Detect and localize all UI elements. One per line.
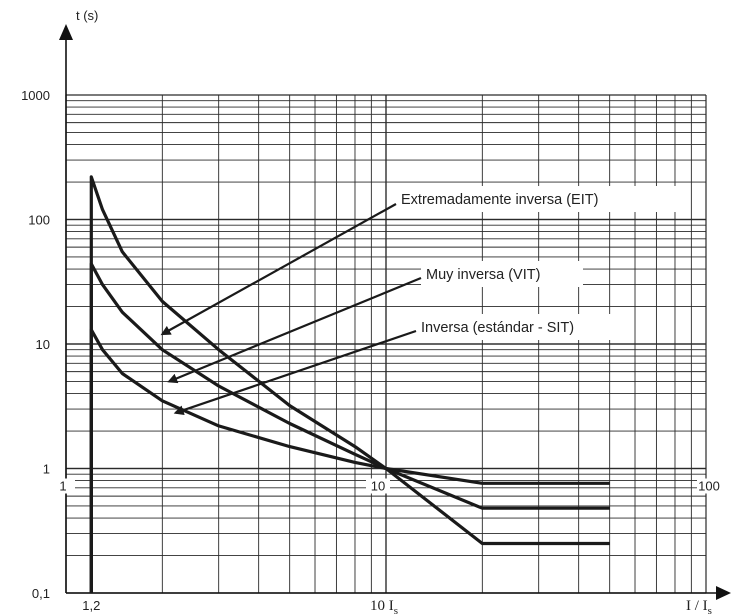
x-axis-title: I / Is	[686, 598, 712, 614]
x-tick-label-bg	[697, 478, 721, 494]
x-tick-label: 100	[698, 479, 720, 494]
curve-series-1	[89, 175, 610, 593]
x-axis-arrow-icon	[716, 586, 731, 600]
curve-series-2	[89, 262, 610, 593]
annotation-bg	[416, 314, 630, 340]
x-tick-label-bg	[51, 478, 75, 494]
y-tick-label: 1	[43, 462, 50, 477]
grid-lines	[65, 94, 707, 594]
x-axis-title-sub: s	[708, 605, 712, 614]
x-ten-is-label: 10 Is	[370, 598, 398, 614]
x-ten-is-sub: s	[394, 605, 398, 614]
x-pickup-label: 1,2	[82, 598, 100, 613]
annotation-label: Muy inversa (VIT)	[426, 267, 540, 283]
annotation-label: Extremadamente inversa (EIT)	[401, 192, 598, 208]
y-tick-label: 100	[28, 213, 50, 228]
y-tick-label: 0,1	[32, 586, 50, 601]
labels: 0,1 1 10 100 1000 1 10 100 1,2 10 Is t (s) I / Is Ex…	[21, 8, 721, 614]
x-tick-label: 1	[59, 479, 66, 494]
annotation-label: Inversa (estándar - SIT)	[421, 320, 574, 336]
curve-series-3	[89, 328, 610, 593]
annotation-arrow	[167, 276, 422, 384]
annotation-arrow	[160, 203, 397, 336]
x-tick-label: 10	[371, 479, 385, 494]
annotation-bg	[396, 186, 676, 212]
y-tick-label: 1000	[21, 88, 50, 103]
annotation-bg	[421, 261, 583, 287]
y-axis-arrow-icon	[59, 24, 73, 40]
curves	[89, 175, 610, 593]
annotation-arrow	[173, 329, 417, 415]
x-tick-label-bg	[366, 478, 390, 494]
axes	[59, 24, 731, 600]
y-axis-title: t (s)	[76, 8, 98, 23]
y-tick-label: 10	[36, 337, 50, 352]
